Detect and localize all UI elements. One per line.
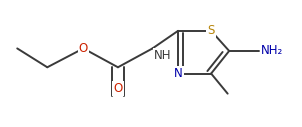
Text: NH: NH — [154, 49, 172, 62]
Text: N: N — [174, 67, 182, 80]
Text: NH₂: NH₂ — [261, 44, 283, 57]
Text: O: O — [113, 82, 123, 95]
Text: S: S — [207, 24, 215, 37]
Text: O: O — [79, 42, 88, 55]
